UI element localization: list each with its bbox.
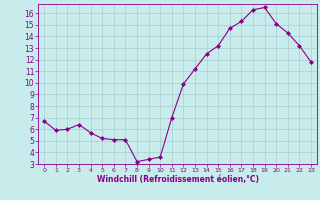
X-axis label: Windchill (Refroidissement éolien,°C): Windchill (Refroidissement éolien,°C) [97,175,259,184]
